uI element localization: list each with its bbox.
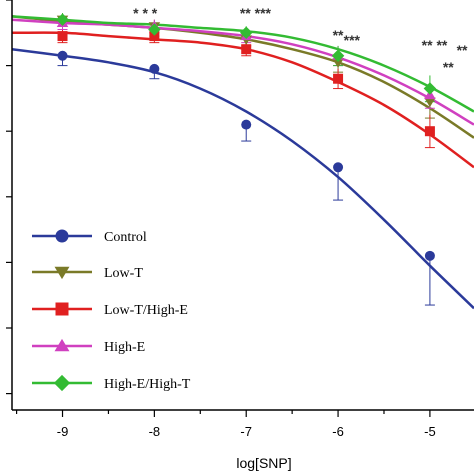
significance-marker: * * * [133, 5, 158, 21]
legend-marker-4 [53, 374, 71, 392]
error-bars-layer [57, 13, 435, 306]
markers-layer [56, 13, 437, 261]
significance-marker: ** [443, 59, 454, 75]
significance-marker: ** [457, 42, 468, 58]
series-line-0 [11, 47, 474, 310]
legend-label-4: High-E/High-T [104, 377, 191, 392]
data-point [148, 23, 161, 36]
data-point [241, 44, 252, 55]
x-tick-label: -9 [57, 424, 69, 439]
data-point [57, 31, 68, 42]
data-point [56, 13, 69, 26]
axes-layer: -9 -8 -7 -6 -5 [6, 0, 474, 439]
data-point [333, 73, 344, 84]
x-tick-label: -6 [332, 424, 344, 439]
data-point [149, 31, 160, 42]
legend-label-1: Low-T [104, 266, 143, 281]
legend-label-0: Control [104, 230, 147, 245]
x-tick-label: -7 [240, 424, 252, 439]
data-point [57, 50, 68, 61]
data-point [424, 126, 435, 137]
legend: Control Low-T Low-T/High-E High-E High-E/Hig… [32, 229, 191, 392]
data-point [423, 82, 437, 95]
legend-label-3: High-E [104, 340, 145, 355]
legend-marker-2 [55, 302, 69, 316]
curves-layer [11, 15, 474, 310]
significance-marker: *** [344, 32, 361, 48]
data-point [241, 119, 252, 130]
data-point [149, 63, 160, 74]
data-point [424, 250, 435, 261]
significance-marker: ** ** [422, 37, 448, 53]
data-point [424, 97, 436, 108]
data-point [239, 26, 253, 40]
data-point [331, 49, 345, 63]
legend-marker-1 [54, 266, 70, 280]
legend-label-2: Low-T/High-E [104, 303, 188, 318]
x-tick-label: -5 [424, 424, 436, 439]
significance-marker: ** *** [240, 5, 272, 21]
significance-annotations: * * * ** ******* ** ******* [133, 5, 468, 75]
x-axis-title: log[SNP] [236, 455, 291, 471]
data-point [333, 162, 344, 173]
legend-marker-0 [55, 229, 69, 243]
significance-marker: ** [333, 27, 344, 43]
x-tick-label: -8 [149, 424, 161, 439]
data-point [332, 58, 344, 68]
legend-marker-3 [54, 338, 70, 352]
